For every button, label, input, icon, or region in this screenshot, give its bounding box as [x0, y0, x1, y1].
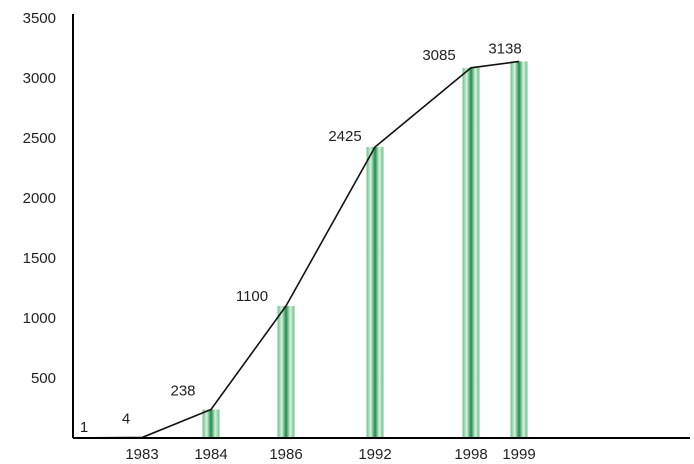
data-label: 1: [80, 419, 88, 436]
y-tick-label: 3000: [23, 70, 56, 87]
data-label: 3085: [422, 47, 455, 64]
x-tick-label: 1984: [194, 446, 227, 463]
y-tick-labels: 500 1000 1500 2000 2500 3000 3500: [23, 10, 56, 387]
data-label: 1100: [236, 288, 268, 305]
bar-1986: [277, 306, 295, 438]
data-label: 2425: [328, 128, 361, 145]
x-tick-labels: 1983 1984 1986 1992 1998 1999: [125, 446, 535, 463]
bar-1999: [510, 61, 528, 438]
bar-group: [133, 61, 528, 439]
data-label: 4: [122, 411, 130, 428]
y-tick-label: 500: [31, 370, 56, 387]
y-tick-label: 2500: [23, 130, 56, 147]
y-tick-label: 1000: [23, 310, 56, 327]
x-tick-label: 1998: [454, 446, 487, 463]
data-label: 238: [170, 382, 195, 399]
bar-1998: [462, 67, 480, 439]
y-tick-label: 2000: [23, 190, 56, 207]
y-tick-label: 1500: [23, 250, 56, 267]
trend-line: [74, 60, 520, 439]
data-labels: 1 4 238 1100 2425 3085 3138: [80, 40, 522, 435]
bar-1992: [366, 147, 384, 438]
line-layer: [74, 60, 520, 439]
x-tick-label: 1986: [269, 446, 302, 463]
bar-1984: [202, 409, 220, 438]
data-label: 3138: [488, 40, 521, 57]
y-tick-label: 3500: [23, 10, 56, 27]
x-tick-label: 1992: [358, 446, 391, 463]
x-tick-label: 1983: [125, 446, 158, 463]
x-tick-label: 1999: [502, 446, 535, 463]
